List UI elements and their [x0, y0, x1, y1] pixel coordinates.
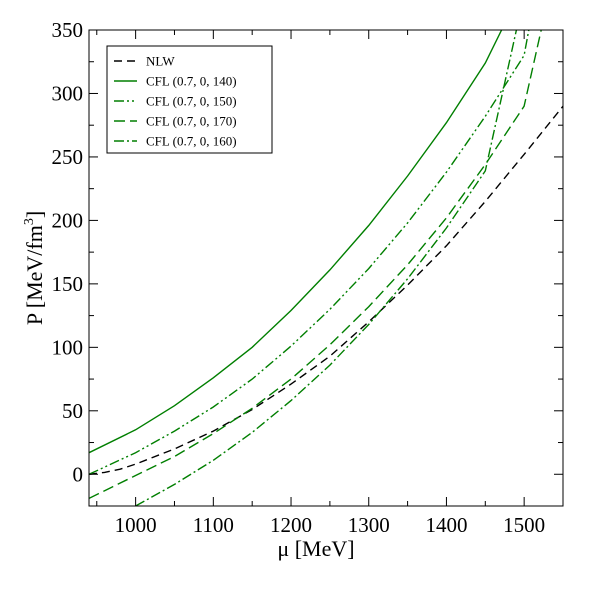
legend-label-3: CFL (0.7, 0, 170): [146, 114, 237, 129]
x-tick-label: 1300: [348, 513, 390, 537]
x-tick-label: 1200: [270, 513, 312, 537]
series-line-1: [89, 30, 503, 454]
legend-label-1: CFL (0.7, 0, 140): [146, 74, 237, 89]
legend: NLW CFL (0.7, 0, 140) CFL (0.7, 0, 150) CFL…: [106, 45, 273, 154]
series-line-0: [89, 105, 563, 475]
y-tick-label: 0: [73, 462, 84, 486]
series-line-2: [89, 30, 530, 475]
y-tick-label: 300: [52, 81, 84, 105]
x-tick-label: 1100: [193, 513, 234, 537]
y-tick-label: 150: [52, 272, 84, 296]
y-tick-label: 250: [52, 145, 84, 169]
legend-label-0: NLW: [146, 54, 175, 69]
x-tick-label: 1500: [503, 513, 545, 537]
x-tick-label: 1400: [425, 513, 467, 537]
y-axis-label: P [MeV/fm3]: [22, 211, 47, 325]
legend-label-2: CFL (0.7, 0, 150): [146, 94, 237, 109]
series-line-4: [135, 30, 518, 506]
legend-label-4: CFL (0.7, 0, 160): [146, 134, 237, 149]
x-tick-label: 1000: [115, 513, 157, 537]
y-tick-label: 100: [52, 335, 84, 359]
y-tick-label: 200: [52, 208, 84, 232]
y-tick-label: 350: [52, 18, 84, 42]
legend-box: [106, 45, 273, 154]
y-tick-label: 50: [62, 399, 83, 423]
plot-frame: [88, 29, 564, 507]
x-axis-label: μ [MeV]: [277, 536, 354, 561]
